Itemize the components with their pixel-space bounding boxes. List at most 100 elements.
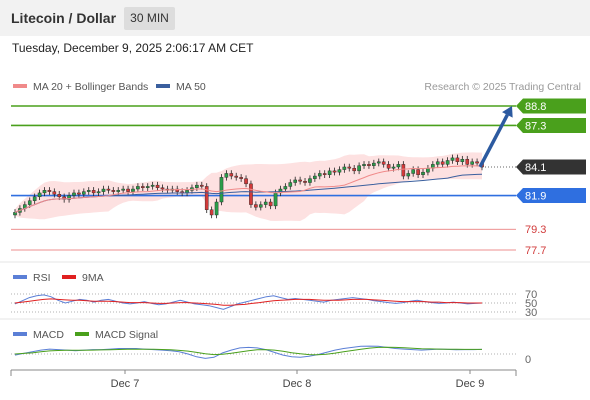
forecast-arrow-shaft — [478, 114, 509, 168]
candle-body — [116, 190, 121, 192]
candle-body — [455, 157, 460, 162]
candle-body — [239, 177, 243, 179]
candle-body — [195, 184, 199, 188]
x-tick-label: Dec 7 — [111, 378, 140, 390]
candle-body — [145, 186, 150, 188]
candle-body — [347, 166, 352, 169]
candle-body — [234, 175, 239, 178]
legend-label: MA 20 + Bollinger Bands — [33, 81, 148, 93]
candle-body — [313, 175, 317, 179]
candle-body — [42, 190, 47, 194]
candle-body — [288, 182, 293, 187]
candle-body — [224, 173, 229, 178]
candle-body — [150, 184, 155, 187]
timestamp: Tuesday, December 9, 2025 2:06:17 AM CET — [12, 41, 254, 55]
level-tag-87.3 — [516, 117, 586, 133]
candle-body — [47, 190, 52, 192]
candle-body — [91, 190, 96, 194]
macd-zero-label: 0 — [525, 354, 531, 366]
candle-body — [450, 157, 455, 161]
forecast-arrow-head — [502, 106, 513, 118]
candle-body — [426, 168, 430, 173]
candle-body — [219, 177, 224, 203]
candle-body — [421, 171, 425, 175]
candle-body — [268, 201, 273, 207]
candle-body — [411, 169, 415, 174]
macd-signal-line — [14, 346, 482, 356]
candle-body — [111, 190, 116, 192]
candle-body — [82, 191, 86, 195]
candle-body — [401, 164, 406, 177]
ma20-line — [14, 165, 483, 213]
candle-body — [416, 169, 420, 175]
candle-body — [283, 186, 288, 190]
candle-body — [445, 160, 450, 165]
minor-level-label-77.7: 77.7 — [525, 245, 546, 257]
candle-body — [32, 196, 37, 201]
candle-body — [121, 188, 125, 191]
x-tick-label: Dec 8 — [283, 378, 312, 390]
interval-button[interactable]: 30 MIN — [124, 7, 175, 30]
candle-body — [229, 173, 234, 177]
macd-legend-swatch — [13, 332, 27, 336]
candle-body — [62, 196, 66, 200]
candle-body — [322, 173, 327, 175]
candle-body — [460, 158, 465, 162]
candle-body — [126, 188, 130, 192]
candle-body — [155, 184, 160, 188]
price-label: 84.1 — [525, 162, 546, 174]
rsi-legend-label: RSI — [33, 272, 51, 284]
legend-swatch — [156, 84, 170, 88]
candle-body — [204, 186, 209, 210]
minor-level-label-79.3: 79.3 — [525, 224, 546, 236]
candle-body — [57, 194, 62, 198]
chart-title: Litecoin / Dollar — [11, 10, 117, 26]
candle-body — [435, 161, 440, 165]
candle-body — [131, 188, 135, 192]
candle-body — [244, 178, 248, 185]
candle-body — [199, 184, 204, 187]
candle-body — [72, 192, 76, 196]
candle-body — [101, 188, 106, 192]
legend-swatch — [13, 84, 27, 88]
candle-body — [367, 164, 371, 166]
rsi-line — [14, 294, 483, 310]
candle-body — [381, 161, 386, 165]
candle-body — [470, 161, 474, 165]
level-label-88.8: 88.8 — [525, 101, 546, 113]
macd-legend-label: MACD Signal — [95, 329, 158, 341]
candle-body — [440, 161, 445, 165]
candle-body — [27, 200, 32, 205]
price-tag — [516, 159, 586, 175]
candle-body — [298, 179, 302, 182]
candle-body — [258, 204, 263, 208]
macd-legend-label: MACD — [33, 329, 64, 341]
candle-body — [160, 187, 165, 190]
x-tick-label: Dec 9 — [456, 378, 485, 390]
credit-text: Research © 2025 Trading Central — [424, 81, 581, 93]
candle-body — [77, 192, 81, 195]
candle-body — [327, 170, 332, 175]
level-tag-81.9 — [516, 188, 586, 204]
candle-body — [52, 191, 57, 195]
candle-body — [406, 173, 411, 177]
candle-body — [136, 186, 140, 190]
candle-body — [308, 178, 312, 183]
rsi-legend-swatch — [62, 275, 76, 279]
candle-body — [352, 168, 356, 172]
candle-body — [317, 173, 322, 177]
candle-body — [86, 190, 91, 192]
level-tag-88.8 — [516, 98, 586, 114]
candle-body — [13, 212, 17, 216]
candle-body — [337, 169, 342, 173]
candle-body — [214, 201, 219, 216]
candle-body — [209, 209, 214, 216]
candle-body — [376, 161, 381, 164]
rsi-level-label: 30 — [525, 307, 537, 319]
level-label-87.3: 87.3 — [525, 120, 546, 132]
rsi-ma-line — [14, 298, 482, 306]
candle-body — [362, 164, 366, 166]
candle-body — [386, 164, 391, 169]
legend-label: MA 50 — [176, 81, 206, 93]
